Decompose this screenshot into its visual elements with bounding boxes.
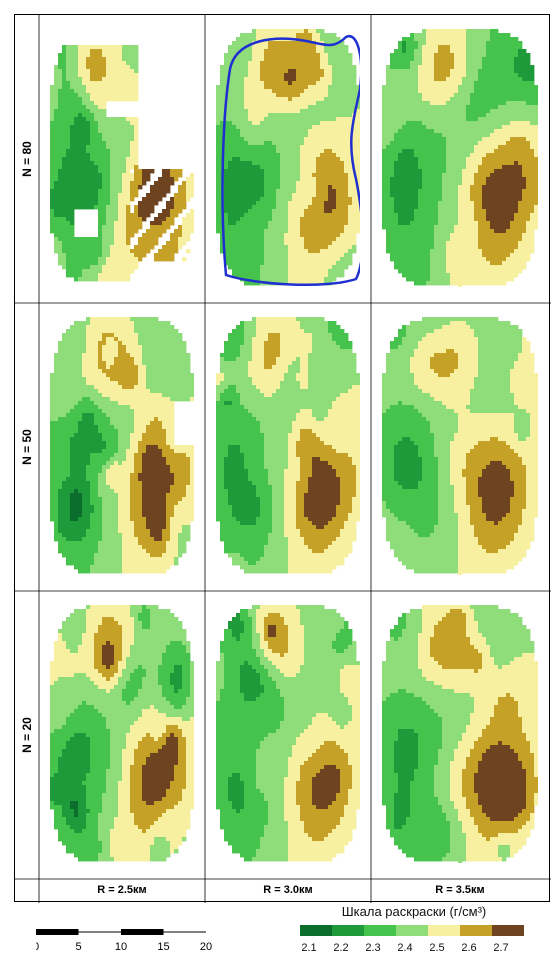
legend-value-2-3: 2.3 bbox=[358, 942, 388, 954]
legend-value-2-7: 2.7 bbox=[486, 942, 516, 954]
scale-bar-segment-0-5 bbox=[36, 929, 79, 935]
scale-bar-graphic: 0 5 10 15 20 bbox=[36, 926, 216, 962]
color-legend: Шкала раскраски (г/см³) 2.1 2.2 2.3 2.4 … bbox=[296, 900, 544, 962]
density-map-n20-r30 bbox=[216, 605, 360, 863]
row-label-n50: N = 50 bbox=[15, 303, 39, 591]
row-label-n20: N = 20 bbox=[15, 591, 39, 879]
scale-tick-20: 20 bbox=[200, 941, 212, 953]
column-label-r25: R = 2.5км bbox=[39, 879, 205, 901]
column-label-r30: R = 3.0км bbox=[205, 879, 371, 901]
legend-swatch-2-3 bbox=[364, 925, 396, 936]
figure-frame: N = 80 N = 50 N = 20 R = 2.5км R = 3.0км… bbox=[14, 14, 550, 902]
legend-swatch-2-2 bbox=[332, 925, 364, 936]
legend-value-2-1: 2.1 bbox=[294, 942, 324, 954]
legend-swatch-2-7 bbox=[492, 925, 524, 936]
density-map-n50-r25 bbox=[50, 317, 194, 575]
density-map-n80-r30 bbox=[216, 29, 360, 287]
legend-value-2-2: 2.2 bbox=[326, 942, 356, 954]
scale-tick-10: 10 bbox=[115, 941, 127, 953]
legend-swatch-2-5 bbox=[428, 925, 460, 936]
density-map-n50-r35 bbox=[382, 317, 538, 575]
legend-swatch-2-1 bbox=[300, 925, 332, 936]
density-map-n80-r25 bbox=[50, 29, 194, 287]
column-label-r35: R = 3.5км bbox=[371, 879, 549, 901]
legend-value-2-5: 2.5 bbox=[422, 942, 452, 954]
scale-tick-15: 15 bbox=[157, 941, 169, 953]
density-map-n20-r35 bbox=[382, 605, 538, 863]
legend-swatch-2-4 bbox=[396, 925, 428, 936]
density-map-n80-r35 bbox=[382, 29, 538, 287]
legend-value-2-6: 2.6 bbox=[454, 942, 484, 954]
density-map-n20-r25 bbox=[50, 605, 194, 863]
legend-swatch-2-6 bbox=[460, 925, 492, 936]
density-map-n50-r30 bbox=[216, 317, 360, 575]
legend-value-2-4: 2.4 bbox=[390, 942, 420, 954]
row-label-n80: N = 80 bbox=[15, 15, 39, 303]
scale-tick-5: 5 bbox=[75, 941, 81, 953]
scale-bar: 0 5 10 15 20 bbox=[36, 926, 216, 962]
scale-tick-0: 0 bbox=[36, 941, 39, 953]
legend-title: Шкала раскраски (г/см³) bbox=[296, 904, 532, 919]
scale-bar-segment-10-15 bbox=[121, 929, 164, 935]
